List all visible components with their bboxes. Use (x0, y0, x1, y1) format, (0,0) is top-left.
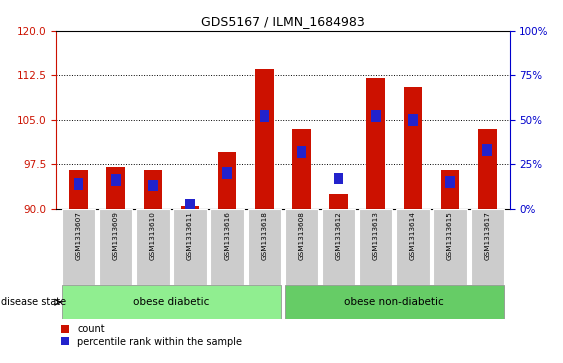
Text: GSM1313611: GSM1313611 (187, 211, 193, 260)
Text: GSM1313609: GSM1313609 (113, 211, 119, 260)
Bar (222, 167, 232, 179)
Bar (111, 174, 120, 186)
Bar (136, 209, 169, 285)
Bar (396, 209, 430, 285)
Bar (478, 129, 497, 209)
Legend: count, percentile rank within the sample: count, percentile rank within the sample (61, 324, 242, 347)
Text: disease state: disease state (1, 297, 66, 307)
Text: GSM1313610: GSM1313610 (150, 211, 156, 260)
Text: GSM1313615: GSM1313615 (447, 211, 453, 260)
Bar (371, 110, 381, 122)
Bar (181, 206, 199, 209)
Bar (62, 209, 95, 285)
Text: GSM1313613: GSM1313613 (373, 211, 379, 260)
Text: obese non-diabetic: obese non-diabetic (345, 297, 444, 307)
Bar (74, 178, 83, 190)
Bar (69, 170, 88, 209)
Bar (445, 176, 455, 188)
Bar (285, 285, 504, 319)
Bar (359, 209, 392, 285)
Text: GSM1313617: GSM1313617 (484, 211, 490, 260)
Text: GSM1313616: GSM1313616 (224, 211, 230, 260)
Bar (441, 170, 459, 209)
Bar (218, 152, 236, 209)
Text: GSM1313618: GSM1313618 (261, 211, 267, 260)
Bar (173, 209, 207, 285)
Bar (434, 209, 467, 285)
Bar (334, 173, 343, 184)
Bar (106, 167, 125, 209)
Bar (367, 78, 385, 209)
Bar (471, 209, 504, 285)
Bar (404, 87, 422, 209)
Bar (144, 170, 162, 209)
Bar (148, 180, 158, 191)
Text: GSM1313608: GSM1313608 (298, 211, 305, 260)
Bar (255, 69, 274, 209)
Bar (482, 144, 492, 156)
Bar (322, 209, 355, 285)
Text: GSM1313614: GSM1313614 (410, 211, 416, 260)
Bar (211, 209, 244, 285)
Bar (185, 199, 195, 211)
Bar (297, 146, 306, 158)
Bar (408, 114, 418, 126)
Text: GSM1313612: GSM1313612 (336, 211, 342, 260)
Bar (329, 194, 348, 209)
Bar (99, 209, 132, 285)
Bar (62, 285, 281, 319)
Bar (292, 129, 311, 209)
Bar (285, 209, 318, 285)
Text: GSM1313607: GSM1313607 (75, 211, 82, 260)
Bar (248, 209, 281, 285)
Title: GDS5167 / ILMN_1684983: GDS5167 / ILMN_1684983 (201, 15, 365, 28)
Bar (260, 110, 269, 122)
Text: obese diabetic: obese diabetic (133, 297, 209, 307)
